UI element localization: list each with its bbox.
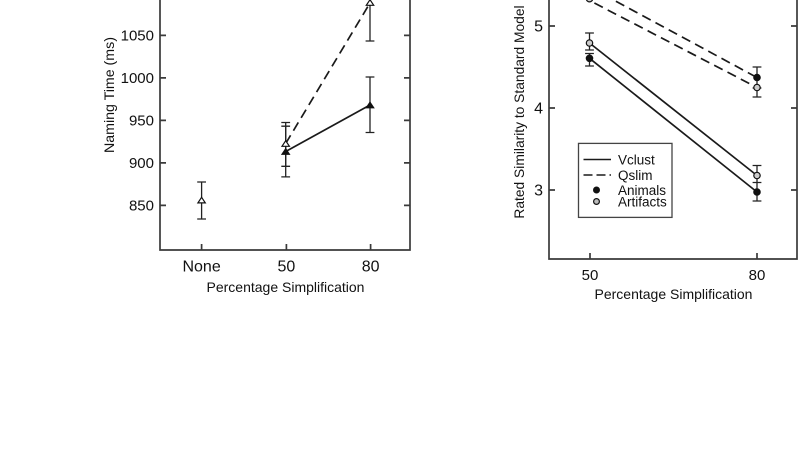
svg-text:1050: 1050 <box>121 28 154 45</box>
svg-text:900: 900 <box>129 155 154 172</box>
svg-text:950: 950 <box>129 113 154 130</box>
svg-text:Naming Time (ms): Naming Time (ms) <box>102 37 118 153</box>
svg-text:5: 5 <box>534 19 543 36</box>
svg-text:50: 50 <box>582 267 599 284</box>
svg-text:50: 50 <box>278 258 296 275</box>
svg-text:1000: 1000 <box>121 70 154 87</box>
svg-text:3: 3 <box>534 183 543 200</box>
svg-text:4: 4 <box>534 101 543 118</box>
svg-text:Qslim: Qslim <box>618 168 653 183</box>
svg-text:80: 80 <box>749 267 766 284</box>
svg-text:Animals: Animals <box>618 183 666 198</box>
svg-text:None: None <box>182 258 220 275</box>
svg-text:Vclust: Vclust <box>618 152 655 167</box>
svg-text:Artifacts: Artifacts <box>618 194 667 209</box>
svg-text:Percentage Simplification: Percentage Simplification <box>595 286 753 302</box>
svg-text:850: 850 <box>129 198 154 215</box>
svg-text:80: 80 <box>362 258 380 275</box>
svg-text:Rated Similarity to Standard M: Rated Similarity to Standard Model <box>512 5 527 218</box>
svg-text:Percentage Simplification: Percentage Simplification <box>207 279 365 295</box>
